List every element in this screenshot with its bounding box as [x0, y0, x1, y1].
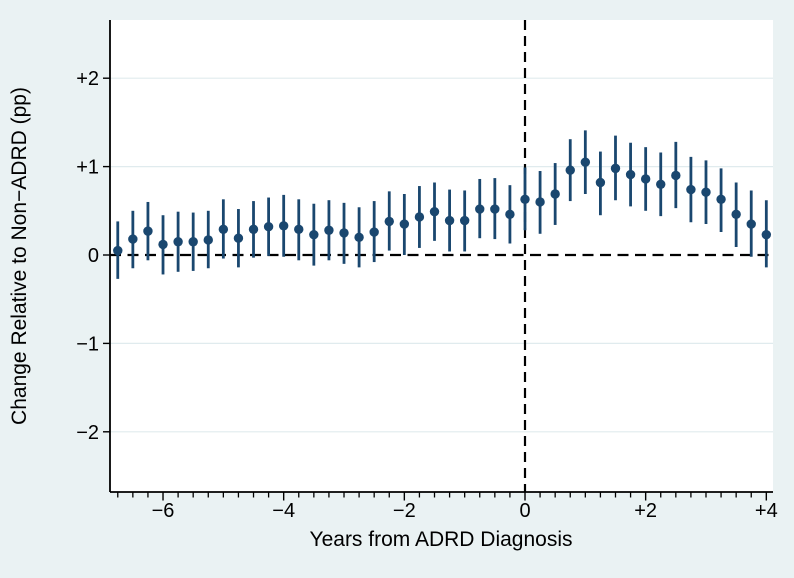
y-tick-label: 0 — [88, 245, 99, 267]
point-marker — [128, 234, 138, 244]
y-tick-label: +1 — [76, 157, 99, 179]
point-marker — [595, 177, 606, 188]
point-marker — [324, 225, 334, 235]
point-marker — [490, 204, 500, 214]
x-tick-label: 0 — [519, 500, 530, 522]
point-marker — [339, 228, 349, 238]
point-marker — [173, 237, 183, 247]
point-marker — [475, 204, 485, 214]
point-marker — [565, 165, 575, 175]
x-tick-label: −4 — [272, 500, 295, 522]
point-marker — [218, 224, 229, 235]
point-marker — [505, 209, 515, 220]
point-marker — [188, 237, 198, 247]
point-marker — [248, 224, 259, 235]
point-marker — [610, 163, 621, 174]
y-tick-label: −1 — [76, 333, 99, 355]
point-marker — [354, 232, 364, 243]
x-tick-label: −6 — [152, 500, 175, 522]
point-marker — [686, 184, 696, 195]
point-marker — [656, 179, 666, 189]
point-marker — [309, 229, 319, 240]
point-marker — [520, 194, 530, 205]
point-marker — [414, 212, 425, 222]
point-marker — [143, 226, 153, 236]
point-marker — [384, 216, 394, 227]
point-marker — [459, 215, 470, 226]
point-marker — [761, 229, 772, 240]
x-axis-title: Years from ADRD Diagnosis — [310, 528, 573, 551]
point-marker — [640, 174, 651, 184]
gridlines — [110, 77, 773, 433]
point-marker — [369, 227, 379, 237]
point-marker — [233, 233, 244, 243]
point-marker — [671, 170, 681, 181]
x-tick-label: +2 — [634, 500, 657, 522]
point-marker — [294, 224, 304, 235]
point-marker — [158, 239, 168, 250]
point-marker — [550, 189, 560, 199]
tick-labels: −6 −4 −2 0 +2 +4 −2 −1 0 +1 +2 — [76, 68, 778, 522]
y-axis-title: Change Relative to Non−ADRD (pp) — [8, 87, 31, 425]
point-marker — [580, 157, 591, 167]
point-marker — [731, 209, 741, 220]
axis-ticks — [103, 77, 768, 501]
point-marker — [535, 197, 545, 207]
point-marker — [263, 222, 274, 232]
point-marker — [113, 245, 123, 256]
point-markers — [113, 157, 772, 256]
point-marker — [625, 169, 636, 180]
y-tick-label: −2 — [76, 422, 99, 444]
point-marker — [278, 221, 289, 231]
axes — [109, 20, 773, 493]
point-marker — [203, 235, 213, 245]
y-tick-label: +2 — [76, 68, 99, 90]
x-tick-label: −2 — [393, 500, 416, 522]
point-marker — [429, 206, 440, 217]
point-marker — [444, 215, 455, 226]
x-tick-label: +4 — [755, 500, 778, 522]
point-marker — [399, 219, 410, 229]
point-marker — [701, 187, 711, 197]
point-marker — [716, 194, 726, 205]
point-marker — [746, 219, 756, 229]
reference-lines — [110, 20, 773, 492]
